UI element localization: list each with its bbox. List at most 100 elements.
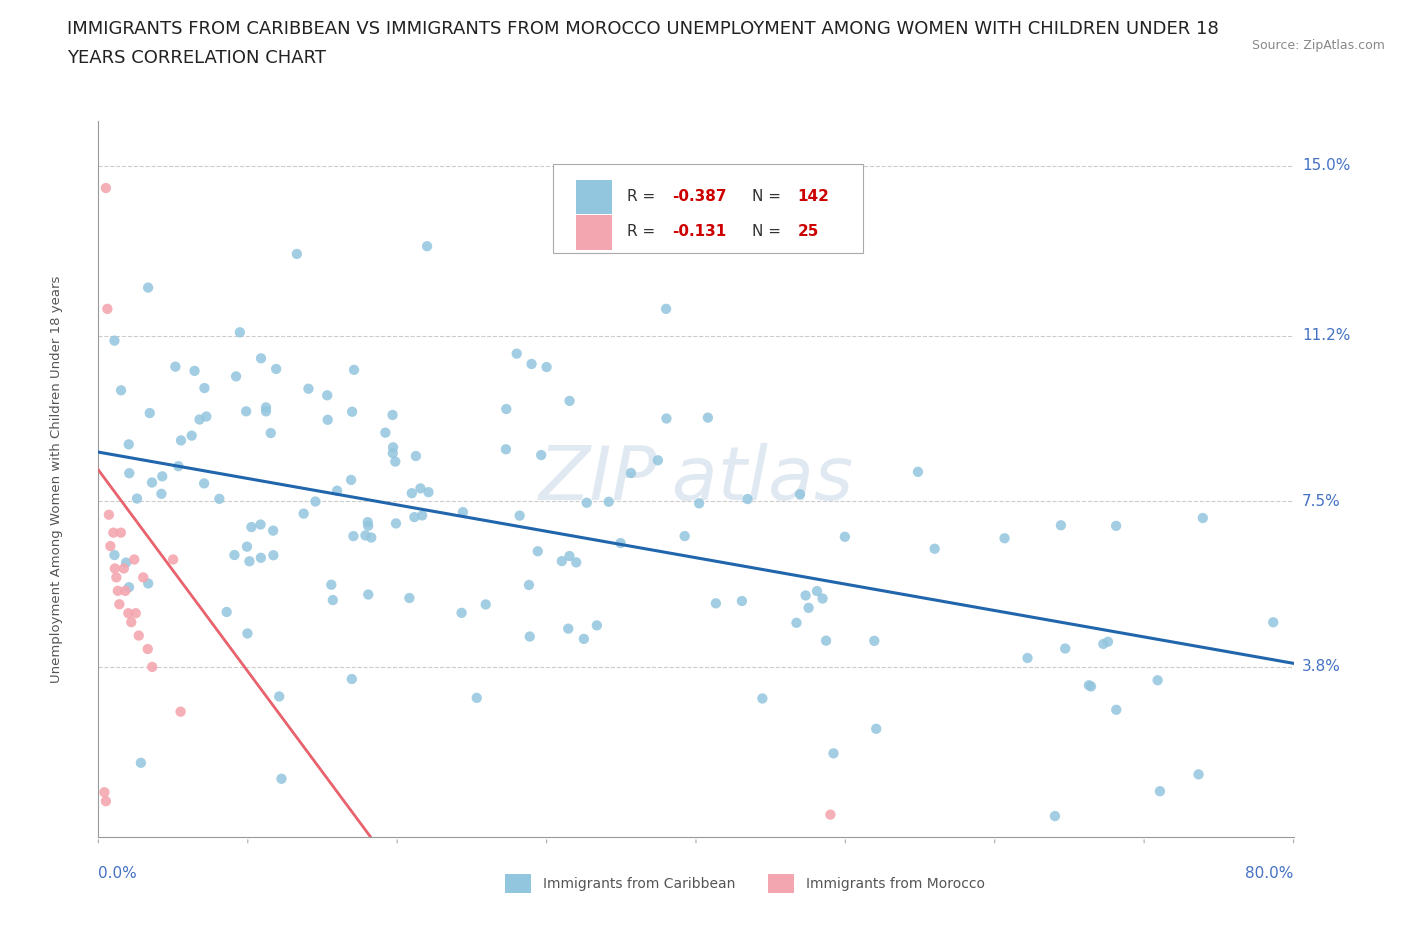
Point xyxy=(262,548,284,563)
Point xyxy=(506,346,529,361)
Point xyxy=(354,528,377,543)
Point xyxy=(110,383,132,398)
Point xyxy=(229,325,252,339)
Point xyxy=(208,491,231,506)
Point xyxy=(193,476,215,491)
Point xyxy=(863,633,886,648)
Point xyxy=(124,552,146,567)
Point xyxy=(193,380,215,395)
Point xyxy=(120,615,142,630)
Point xyxy=(94,794,117,809)
Text: N =: N = xyxy=(752,189,786,204)
Text: ZIP atlas: ZIP atlas xyxy=(538,443,853,515)
Point xyxy=(110,525,132,540)
Point xyxy=(139,405,162,420)
Point xyxy=(374,425,396,440)
Text: R =: R = xyxy=(627,189,659,204)
Point xyxy=(1043,808,1066,823)
Point xyxy=(250,551,273,565)
Point xyxy=(785,616,807,631)
Text: Unemployment Among Women with Children Under 18 years: Unemployment Among Women with Children U… xyxy=(51,275,63,683)
Point xyxy=(141,659,163,674)
Text: N =: N = xyxy=(752,224,786,239)
Point xyxy=(225,369,247,384)
Point xyxy=(304,494,326,509)
Point xyxy=(381,445,404,460)
Text: IMMIGRANTS FROM CARIBBEAN VS IMMIGRANTS FROM MOROCCO UNEMPLOYMENT AMONG WOMEN WI: IMMIGRANTS FROM CARIBBEAN VS IMMIGRANTS … xyxy=(67,20,1219,38)
Point xyxy=(382,440,405,455)
Text: -0.131: -0.131 xyxy=(672,224,727,239)
Point xyxy=(1105,518,1128,533)
Point xyxy=(806,584,828,599)
Text: YEARS CORRELATION CHART: YEARS CORRELATION CHART xyxy=(67,49,326,67)
Point xyxy=(180,428,202,443)
Point xyxy=(907,464,929,479)
Point xyxy=(150,469,173,484)
Point xyxy=(823,746,845,761)
Point xyxy=(297,381,319,396)
Point xyxy=(103,333,125,348)
Point xyxy=(188,412,211,427)
Point xyxy=(98,538,122,553)
Point xyxy=(340,472,363,487)
Point xyxy=(118,466,141,481)
Text: 80.0%: 80.0% xyxy=(1246,866,1294,881)
Point xyxy=(598,495,620,510)
Point xyxy=(136,280,159,295)
Point xyxy=(704,596,727,611)
Point xyxy=(834,529,856,544)
Point xyxy=(150,486,173,501)
Point xyxy=(224,548,246,563)
Point xyxy=(509,508,531,523)
Point xyxy=(558,549,581,564)
Point xyxy=(530,447,553,462)
Point xyxy=(97,508,120,523)
Point xyxy=(451,505,474,520)
Point xyxy=(93,785,115,800)
Text: Immigrants from Morocco: Immigrants from Morocco xyxy=(806,877,986,891)
Point xyxy=(240,520,263,535)
Point xyxy=(215,604,238,619)
Point xyxy=(96,301,118,316)
Point xyxy=(262,524,284,538)
Point xyxy=(195,409,218,424)
Point xyxy=(565,555,588,570)
Point xyxy=(357,514,380,529)
Point xyxy=(519,629,541,644)
Point xyxy=(1263,615,1285,630)
Point xyxy=(751,691,773,706)
Point xyxy=(103,548,125,563)
Point xyxy=(169,704,191,719)
Point xyxy=(655,411,678,426)
Point xyxy=(495,402,517,417)
Point xyxy=(105,570,128,585)
Point xyxy=(520,356,543,371)
Point xyxy=(474,597,496,612)
Text: R =: R = xyxy=(627,224,659,239)
Point xyxy=(264,362,287,377)
Point xyxy=(128,628,150,643)
Point xyxy=(322,592,344,607)
Point xyxy=(401,485,423,500)
Point xyxy=(235,404,257,418)
Point xyxy=(797,601,820,616)
Point xyxy=(381,407,404,422)
Point xyxy=(465,690,488,705)
Point xyxy=(551,553,574,568)
FancyBboxPatch shape xyxy=(576,216,613,250)
Point xyxy=(557,621,579,636)
Point xyxy=(586,618,609,632)
Point xyxy=(416,239,439,254)
Point xyxy=(1050,518,1073,533)
Point xyxy=(575,496,598,511)
Point xyxy=(129,755,152,770)
Point xyxy=(107,583,129,598)
Text: Immigrants from Caribbean: Immigrants from Caribbean xyxy=(543,877,735,891)
Point xyxy=(94,180,117,195)
Point xyxy=(114,583,136,598)
Point xyxy=(1077,678,1099,693)
Point xyxy=(688,496,710,511)
Point xyxy=(794,588,817,603)
Point xyxy=(132,570,155,585)
Point xyxy=(737,492,759,507)
